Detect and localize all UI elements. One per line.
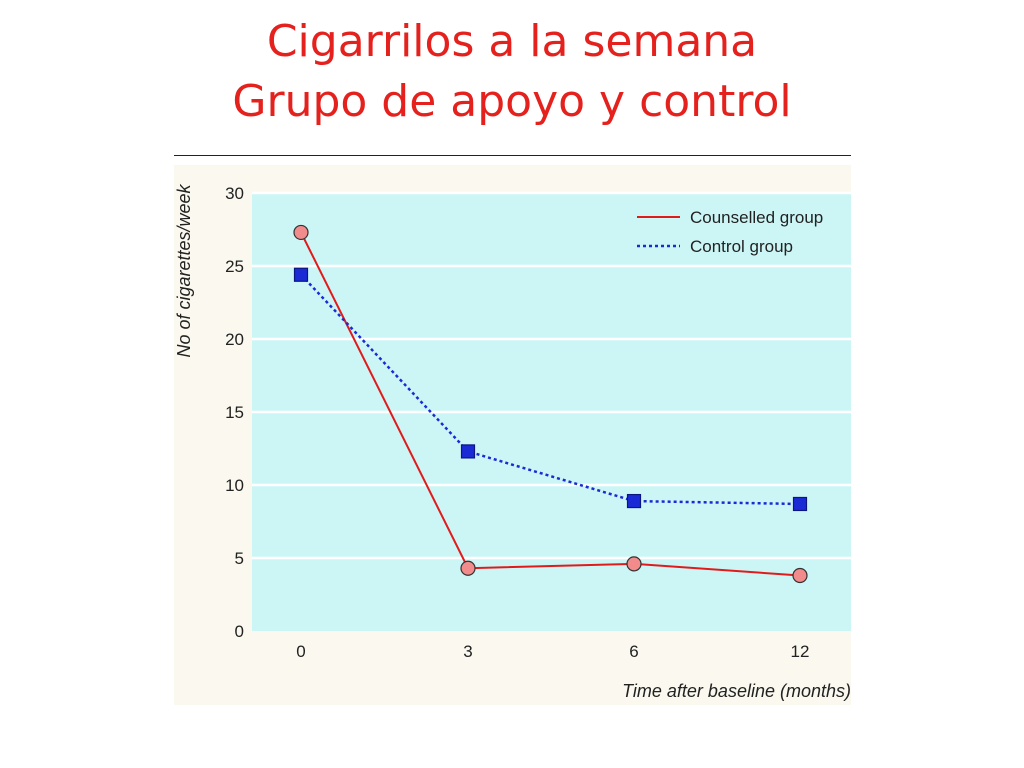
slide-title-line-1: Cigarrilos a la semana: [266, 16, 758, 67]
control-data-point: [626, 493, 642, 509]
y-axis-label: No of cigarettes/week: [174, 183, 194, 357]
counselled-data-point: [626, 556, 642, 572]
y-tick-label: 0: [235, 622, 244, 641]
counselled-data-point: [293, 224, 309, 241]
control-data-point: [792, 496, 808, 512]
y-tick-label: 30: [225, 184, 244, 203]
y-tick-label: 20: [225, 330, 244, 349]
control-data-point: [460, 444, 476, 459]
control-data-point: [293, 267, 309, 282]
y-tick-label: 5: [235, 549, 244, 568]
x-tick-label: 6: [629, 642, 638, 661]
x-axis-label: Time after baseline (months): [622, 681, 851, 701]
counselled-data-point: [792, 567, 808, 584]
title-divider: [174, 155, 851, 156]
y-tick-label: 15: [225, 403, 244, 422]
legend-counselled-label: Counselled group: [690, 208, 823, 227]
control-series-line: [300, 273, 801, 506]
slide-title-line-2: Grupo de apoyo y control: [232, 76, 792, 127]
slide-title: Cigarrilos a la semana Grupo de apoyo y …: [0, 12, 1024, 132]
x-tick-label: 3: [463, 642, 472, 661]
x-tick-label: 12: [791, 642, 810, 661]
x-tick-label: 0: [296, 642, 305, 661]
counselled-data-point: [460, 560, 476, 576]
figure-panel: 0 5 10 15 20 25 30 0 3 6 12 Time after baseline (mo…: [174, 165, 851, 705]
y-tick-label: 25: [225, 257, 244, 276]
line-chart: 0 5 10 15 20 25 30 0 3 6 12 Time after baseline (mo…: [174, 183, 851, 701]
legend-control-label: Control group: [690, 237, 793, 256]
counselled-series-line: [300, 231, 801, 577]
y-tick-label: 10: [225, 476, 244, 495]
